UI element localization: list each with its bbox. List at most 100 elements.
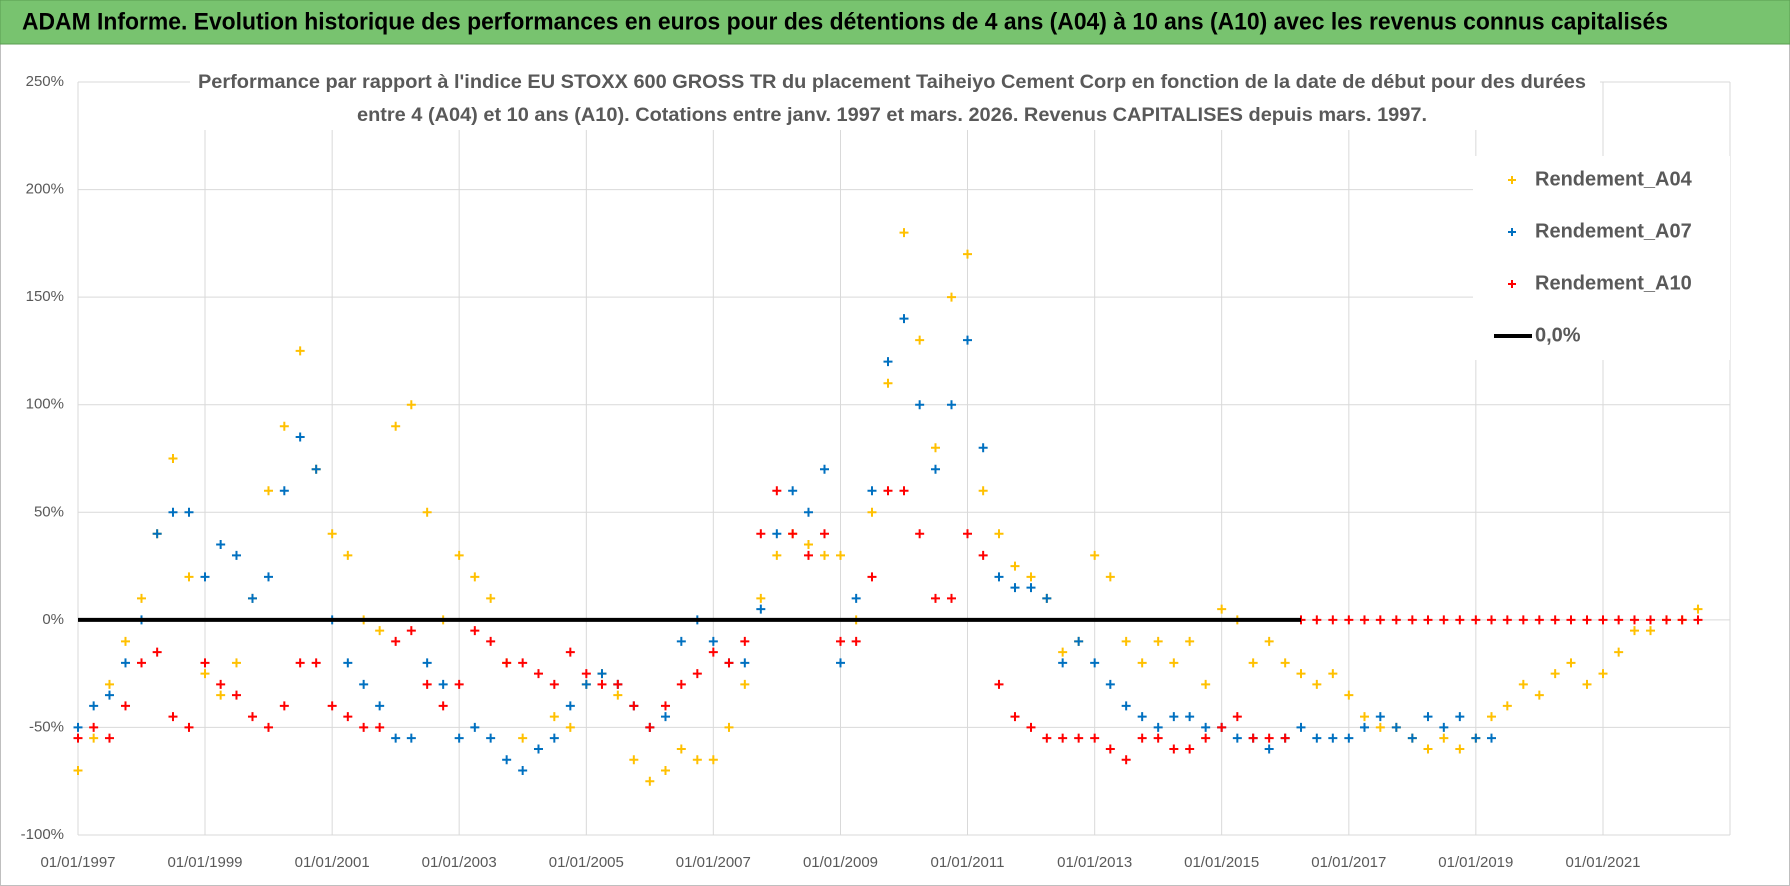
point <box>1486 615 1496 625</box>
point <box>1280 733 1290 743</box>
point <box>279 701 289 711</box>
point <box>1423 615 1433 625</box>
point <box>1010 561 1020 571</box>
point <box>581 669 591 679</box>
point <box>978 550 988 560</box>
point <box>454 550 464 560</box>
x-tick-label: 01/01/1997 <box>40 854 115 871</box>
point <box>1137 658 1147 668</box>
point <box>1010 712 1020 722</box>
point <box>1121 755 1131 765</box>
point <box>836 550 846 560</box>
point <box>263 722 273 732</box>
point <box>1662 615 1671 625</box>
point <box>1439 733 1449 743</box>
point <box>1423 712 1433 722</box>
point <box>1153 733 1163 743</box>
point <box>184 572 194 582</box>
point <box>311 464 321 474</box>
point <box>136 658 146 668</box>
point <box>295 346 305 356</box>
point <box>930 443 940 453</box>
point <box>486 636 496 646</box>
legend-label: Rendement_A07 <box>1535 220 1692 242</box>
point <box>629 755 639 765</box>
point <box>279 486 289 496</box>
point <box>422 658 432 668</box>
point <box>613 679 623 689</box>
point <box>803 540 813 550</box>
point <box>1693 615 1703 625</box>
point <box>1201 679 1211 689</box>
point <box>660 712 670 722</box>
point <box>343 712 353 722</box>
point <box>1328 669 1338 679</box>
point <box>470 572 480 582</box>
point <box>1486 733 1496 743</box>
point <box>263 572 273 582</box>
point <box>1105 679 1115 689</box>
x-tick-label: 01/01/2001 <box>295 854 370 871</box>
point <box>597 679 607 689</box>
point <box>295 658 305 668</box>
point <box>1153 636 1163 646</box>
point <box>645 722 655 732</box>
point <box>1058 733 1068 743</box>
point <box>692 669 702 679</box>
point <box>788 486 798 496</box>
y-tick-label: 200% <box>26 181 64 198</box>
point <box>1042 733 1052 743</box>
point <box>1074 636 1084 646</box>
point <box>756 593 766 603</box>
point <box>438 679 448 689</box>
point <box>1518 615 1528 625</box>
point <box>454 679 464 689</box>
point <box>422 679 432 689</box>
point <box>1121 701 1131 711</box>
point <box>1217 722 1227 732</box>
point <box>406 733 416 743</box>
point <box>1169 712 1179 722</box>
point <box>803 507 813 517</box>
point <box>1407 615 1417 625</box>
point <box>1074 733 1084 743</box>
x-tick-label: 01/01/2009 <box>803 854 878 871</box>
point <box>1614 647 1624 657</box>
header-title: ADAM Informe. Evolution historique des p… <box>22 8 1668 35</box>
point <box>518 765 528 775</box>
point <box>1169 658 1179 668</box>
title-background <box>190 68 1600 130</box>
point <box>327 529 337 539</box>
y-tick-label: 100% <box>26 396 64 413</box>
point <box>772 486 782 496</box>
point <box>247 712 257 722</box>
point <box>89 701 99 711</box>
point <box>565 647 575 657</box>
point <box>533 744 543 754</box>
point <box>1566 615 1576 625</box>
point <box>1169 744 1179 754</box>
point <box>1455 712 1465 722</box>
point <box>645 776 655 786</box>
point <box>836 636 846 646</box>
point <box>533 669 543 679</box>
point <box>740 658 750 668</box>
point <box>1042 593 1052 603</box>
point <box>152 647 162 657</box>
point <box>1026 722 1036 732</box>
point <box>676 679 686 689</box>
point <box>470 722 480 732</box>
point <box>899 228 909 238</box>
point <box>867 572 877 582</box>
point <box>518 733 528 743</box>
point <box>724 722 734 732</box>
point <box>1344 690 1354 700</box>
point <box>1090 550 1100 560</box>
point <box>660 701 670 711</box>
point <box>1201 722 1211 732</box>
point <box>200 572 210 582</box>
point <box>247 593 257 603</box>
point <box>867 486 877 496</box>
point <box>1375 712 1385 722</box>
